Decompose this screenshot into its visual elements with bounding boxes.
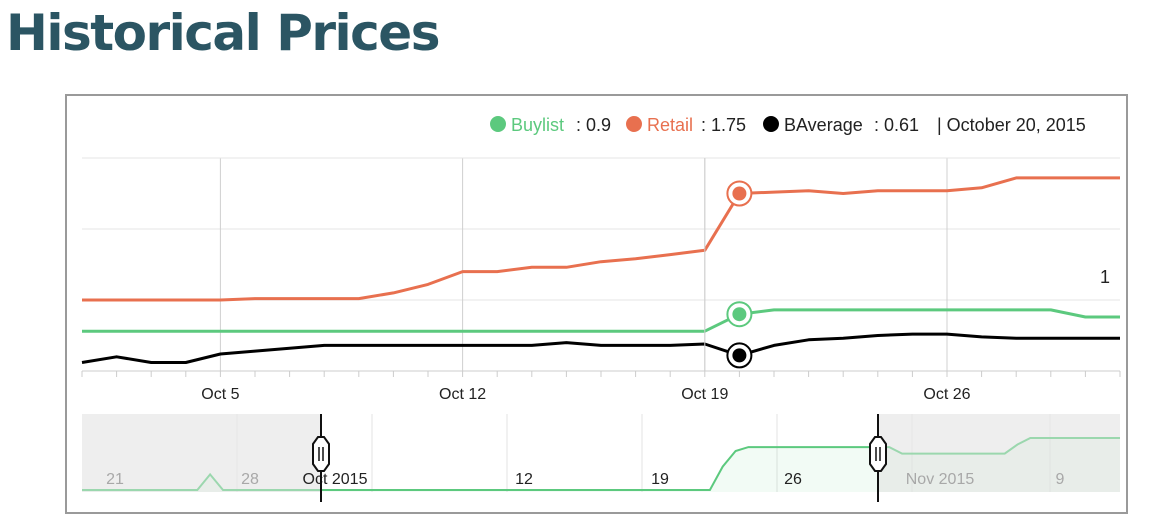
x-tick-label: Oct 12 xyxy=(439,386,486,403)
legend-item-retail[interactable]: Retail : 1.75 xyxy=(626,115,746,135)
navigator-selection[interactable] xyxy=(321,414,878,492)
legend-baverage-label: BAverage xyxy=(784,115,863,135)
price-chart-svg[interactable]: Buylist : 0.9 Retail : 1.75 BAverage : 0… xyxy=(67,96,1130,516)
navigator-label: 19 xyxy=(651,471,669,488)
retail-dot-icon xyxy=(626,116,642,132)
buylist-dot-icon xyxy=(490,116,506,132)
navigator-label: 26 xyxy=(784,471,802,488)
navigator-label: 28 xyxy=(241,471,259,488)
x-tick-label: Oct 26 xyxy=(923,386,970,403)
x-axis: Oct 5 Oct 12 Oct 19 Oct 26 xyxy=(81,370,1121,403)
marker-point-retail[interactable] xyxy=(732,186,747,201)
y-tick-label: 1 xyxy=(1100,267,1110,287)
x-tick-label: Oct 5 xyxy=(201,386,239,403)
series-line-baverage[interactable] xyxy=(81,332,1120,364)
highlight-markers xyxy=(704,158,753,371)
page-title: Historical Prices xyxy=(6,4,440,62)
navigator-area xyxy=(82,438,1120,492)
series-line-retail[interactable] xyxy=(82,176,1120,302)
legend-date: | October 20, 2015 xyxy=(937,115,1086,135)
chart-legend: Buylist : 0.9 Retail : 1.75 BAverage : 0… xyxy=(490,115,1086,135)
series-line-buylist[interactable] xyxy=(82,308,1120,333)
legend-item-buylist[interactable]: Buylist : 0.9 xyxy=(490,115,611,135)
legend-baverage-value: : 0.61 xyxy=(874,115,919,135)
navigator-mask-right xyxy=(878,414,1120,492)
baverage-dot-icon xyxy=(763,116,779,132)
legend-retail-label: Retail xyxy=(647,115,693,135)
legend-retail-value: : 1.75 xyxy=(701,115,746,135)
navigator-label: Nov 2015 xyxy=(906,471,975,488)
navigator-handle-left[interactable] xyxy=(312,414,330,502)
handle-grip-icon[interactable] xyxy=(869,436,887,472)
legend-item-baverage[interactable]: BAverage : 0.61 xyxy=(763,115,919,135)
navigator-label: Oct 2015 xyxy=(303,471,368,488)
navigator-label: 9 xyxy=(1056,471,1065,488)
marker-point-baverage[interactable] xyxy=(732,348,747,363)
price-chart[interactable]: Buylist : 0.9 Retail : 1.75 BAverage : 0… xyxy=(65,94,1128,514)
handle-grip-icon[interactable] xyxy=(312,436,330,472)
navigator-mask-left xyxy=(82,414,321,492)
navigator-series-line xyxy=(82,437,1120,491)
range-navigator[interactable]: 21 28 Nov 2015 9 Oct 2015 12 19 26 xyxy=(82,414,1120,502)
navigator-label: 21 xyxy=(106,471,124,488)
marker-point-buylist[interactable] xyxy=(732,307,747,322)
legend-buylist-label: Buylist xyxy=(511,115,564,135)
navigator-handle-right[interactable] xyxy=(869,414,887,502)
legend-buylist-value: : 0.9 xyxy=(576,115,611,135)
series-layer xyxy=(81,176,1120,364)
x-tick-label: Oct 19 xyxy=(681,386,728,403)
navigator-label: 12 xyxy=(515,471,533,488)
